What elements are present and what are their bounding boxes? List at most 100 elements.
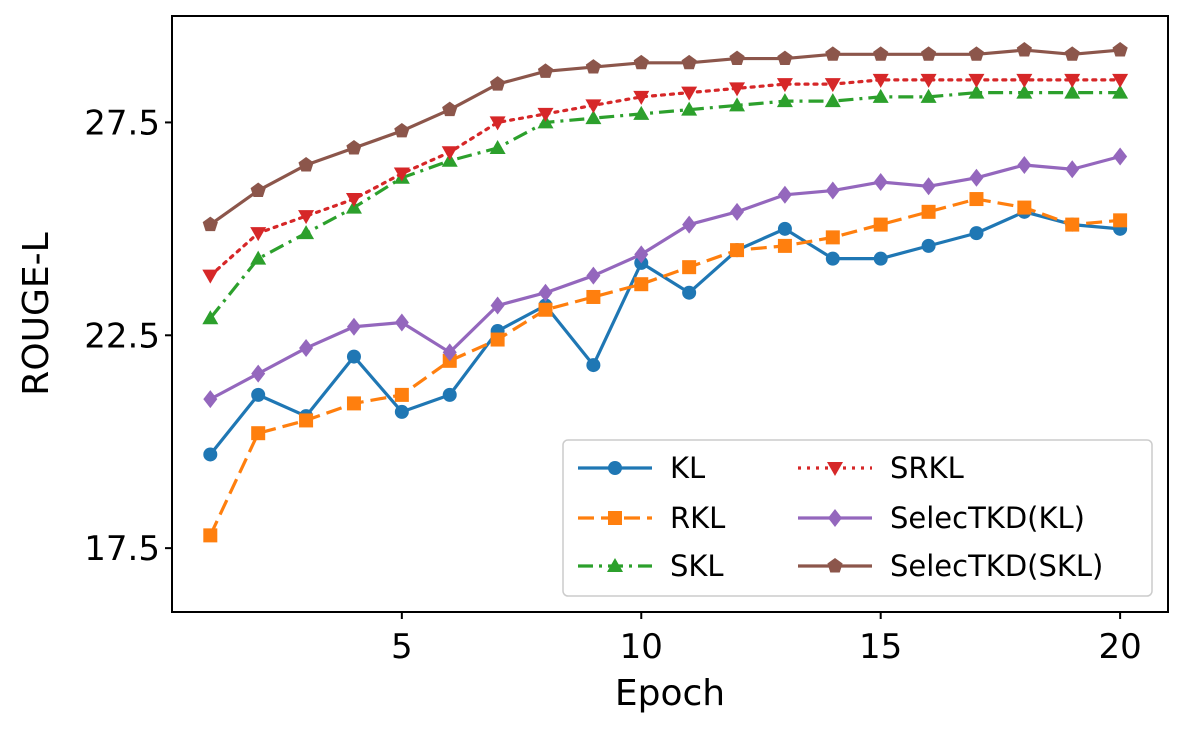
data-point-srkl — [345, 193, 362, 208]
y-tick-label: 27.5 — [84, 103, 160, 143]
data-point-srkl — [202, 269, 219, 284]
x-tick-label: 15 — [859, 627, 902, 667]
legend-item-skl: SKL — [578, 549, 724, 583]
legend-label: SKL — [670, 549, 724, 583]
data-point-rkl — [825, 230, 840, 245]
legend-label: SelecTKD(SKL) — [890, 549, 1103, 583]
legend-label: RKL — [670, 501, 725, 535]
data-point-skl — [250, 250, 267, 265]
legend-swatch-marker — [608, 511, 622, 525]
data-point-selectkd-kl — [490, 296, 505, 315]
data-point-selectkd-skl — [825, 46, 841, 61]
data-point-srkl — [729, 82, 746, 97]
data-point-selectkd-skl — [1112, 42, 1128, 57]
data-point-skl — [585, 110, 602, 125]
data-point-selectkd-skl — [1016, 42, 1032, 57]
data-point-selectkd-kl — [442, 343, 457, 362]
x-tick-label: 10 — [620, 627, 663, 667]
data-point-selectkd-skl — [298, 157, 314, 172]
data-point-rkl — [730, 243, 745, 258]
data-point-rkl — [346, 396, 361, 411]
data-point-selectkd-kl — [586, 266, 601, 285]
data-point-rkl — [203, 528, 218, 543]
data-point-srkl — [1016, 73, 1033, 88]
series-skl — [202, 84, 1129, 325]
series-selectkd-skl — [202, 42, 1128, 232]
data-point-rkl — [1065, 217, 1080, 232]
data-point-rkl — [586, 289, 601, 304]
data-point-srkl — [1112, 73, 1129, 88]
legend-item-selectkd-skl: SelecTKD(SKL) — [798, 549, 1103, 583]
data-point-rkl — [682, 260, 697, 275]
data-point-selectkd-skl — [968, 46, 985, 61]
data-point-skl — [633, 105, 650, 120]
data-point-kl — [777, 221, 792, 236]
data-point-kl — [825, 251, 840, 266]
legend-item-rkl: RKL — [578, 501, 725, 535]
data-point-selectkd-skl — [873, 46, 889, 61]
data-point-selectkd-kl — [346, 317, 361, 336]
data-point-skl — [776, 93, 793, 108]
data-point-selectkd-kl — [634, 245, 649, 264]
data-point-rkl — [538, 302, 553, 317]
x-axis: 5 10 15 20 — [391, 612, 1142, 667]
series-line-selectkd-skl — [209, 48, 1121, 226]
data-point-skl — [1016, 84, 1033, 99]
data-point-srkl — [872, 73, 889, 88]
data-point-kl — [921, 238, 936, 253]
data-point-selectkd-skl — [537, 63, 554, 78]
data-point-skl — [1112, 84, 1129, 99]
data-point-selectkd-skl — [633, 54, 649, 70]
data-point-selectkd-kl — [969, 168, 984, 187]
data-point-selectkd-skl — [777, 50, 793, 66]
data-point-srkl — [489, 116, 506, 131]
legend-label: SRKL — [890, 451, 964, 485]
data-point-rkl — [634, 277, 649, 292]
data-point-rkl — [969, 192, 984, 207]
data-point-selectkd-kl — [394, 313, 409, 332]
legend-item-kl: KL — [578, 451, 705, 485]
data-point-rkl — [1017, 200, 1032, 215]
legend-swatch-marker — [827, 558, 843, 573]
data-point-kl — [682, 285, 697, 300]
data-point-selectkd-kl — [777, 185, 792, 204]
y-axis: 17.5 22.5 27.5 — [84, 103, 172, 569]
data-point-kl — [394, 404, 409, 419]
data-point-selectkd-kl — [825, 181, 840, 200]
data-point-rkl — [1113, 213, 1128, 228]
series-line-rkl — [208, 197, 1121, 537]
data-point-selectkd-kl — [299, 339, 314, 358]
y-tick-label: 22.5 — [84, 316, 160, 356]
data-point-skl — [202, 310, 219, 325]
plot-frame — [171, 15, 1169, 613]
data-point-srkl — [393, 167, 410, 182]
data-point-skl — [681, 101, 698, 116]
data-point-srkl — [1064, 73, 1081, 88]
data-point-kl — [873, 251, 888, 266]
data-point-rkl — [777, 238, 792, 253]
data-point-skl — [1064, 84, 1081, 99]
legend-label: SelecTKD(KL) — [890, 501, 1085, 535]
data-point-skl — [824, 93, 841, 108]
data-point-srkl — [681, 86, 698, 101]
data-point-srkl — [633, 90, 650, 105]
data-point-skl — [489, 139, 506, 154]
data-point-skl — [298, 225, 315, 240]
data-point-skl — [968, 84, 985, 99]
y-axis-label: ROUGE-L — [16, 232, 57, 395]
series-line-kl — [209, 210, 1121, 456]
x-tick-label: 20 — [1098, 627, 1141, 667]
data-point-selectkd-kl — [682, 215, 697, 234]
data-point-kl — [442, 387, 457, 402]
data-point-srkl — [537, 107, 554, 122]
legend-item-srkl: SRKL — [798, 451, 964, 485]
data-point-srkl — [776, 78, 793, 93]
series-srkl — [202, 73, 1129, 284]
data-point-selectkd-skl — [442, 101, 458, 117]
data-point-srkl — [920, 73, 937, 88]
legend-swatch-marker — [607, 558, 623, 572]
data-point-kl — [203, 447, 218, 462]
data-point-srkl — [824, 78, 841, 93]
data-point-skl — [729, 97, 746, 112]
